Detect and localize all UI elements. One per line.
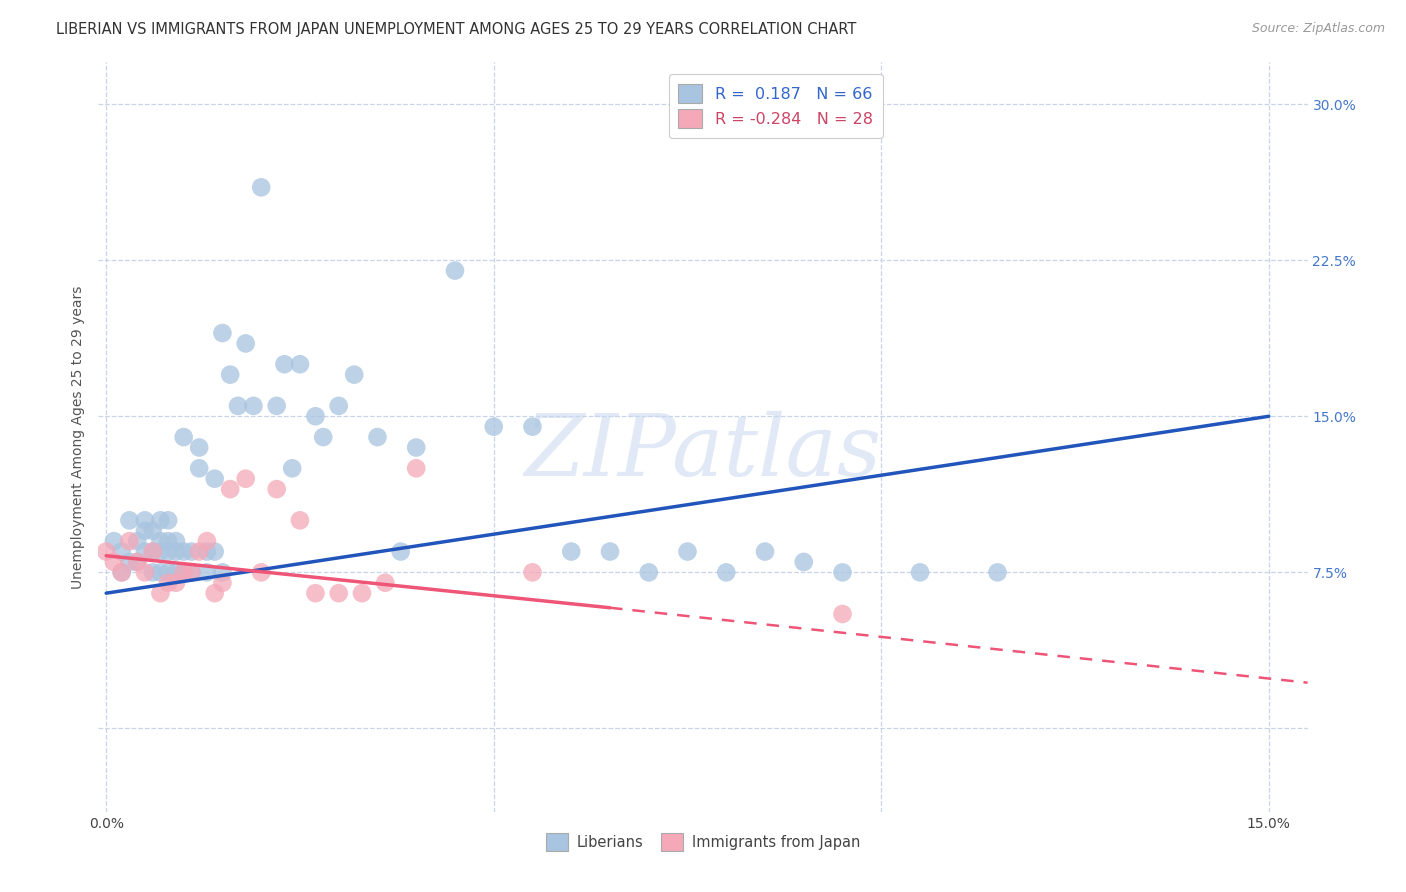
Point	[405, 461, 427, 475]
Point	[188, 441, 211, 455]
Point	[149, 566, 172, 580]
Point	[204, 586, 226, 600]
Point	[986, 566, 1008, 580]
Point	[149, 544, 172, 558]
Point	[127, 555, 149, 569]
Point	[173, 544, 195, 558]
Point	[96, 544, 118, 558]
Text: ZIPatlas: ZIPatlas	[524, 410, 882, 493]
Point	[281, 461, 304, 475]
Point	[188, 461, 211, 475]
Point	[103, 534, 125, 549]
Point	[522, 566, 544, 580]
Point	[157, 534, 180, 549]
Point	[173, 566, 195, 580]
Point	[444, 263, 467, 277]
Point	[103, 555, 125, 569]
Point	[118, 513, 141, 527]
Point	[118, 555, 141, 569]
Point	[195, 534, 218, 549]
Point	[304, 409, 326, 424]
Point	[831, 566, 853, 580]
Point	[165, 575, 187, 590]
Point	[273, 357, 295, 371]
Point	[142, 544, 165, 558]
Point	[304, 586, 326, 600]
Point	[134, 544, 156, 558]
Point	[250, 180, 273, 194]
Point	[366, 430, 388, 444]
Point	[328, 399, 350, 413]
Point	[288, 513, 311, 527]
Point	[195, 544, 218, 558]
Point	[157, 575, 180, 590]
Point	[111, 566, 134, 580]
Point	[157, 513, 180, 527]
Point	[908, 566, 931, 580]
Point	[157, 544, 180, 558]
Point	[235, 472, 257, 486]
Point	[149, 586, 172, 600]
Point	[250, 566, 273, 580]
Y-axis label: Unemployment Among Ages 25 to 29 years: Unemployment Among Ages 25 to 29 years	[72, 285, 86, 589]
Point	[343, 368, 366, 382]
Point	[676, 544, 699, 558]
Point	[165, 566, 187, 580]
Point	[111, 544, 134, 558]
Point	[157, 566, 180, 580]
Point	[350, 586, 373, 600]
Point	[134, 566, 156, 580]
Point	[374, 575, 396, 590]
Point	[242, 399, 264, 413]
Point	[180, 544, 202, 558]
Point	[211, 575, 233, 590]
Point	[118, 534, 141, 549]
Point	[211, 326, 233, 340]
Point	[204, 544, 226, 558]
Point	[266, 482, 288, 496]
Legend: Liberians, Immigrants from Japan: Liberians, Immigrants from Japan	[540, 828, 866, 857]
Point	[226, 399, 249, 413]
Point	[127, 534, 149, 549]
Point	[149, 534, 172, 549]
Point	[111, 566, 134, 580]
Point	[165, 544, 187, 558]
Point	[831, 607, 853, 621]
Point	[180, 566, 202, 580]
Point	[173, 430, 195, 444]
Point	[389, 544, 412, 558]
Point	[754, 544, 776, 558]
Point	[142, 566, 165, 580]
Point	[560, 544, 582, 558]
Point	[219, 368, 242, 382]
Point	[312, 430, 335, 444]
Point	[134, 513, 156, 527]
Point	[637, 566, 659, 580]
Point	[219, 482, 242, 496]
Point	[173, 566, 195, 580]
Point	[195, 566, 218, 580]
Text: Source: ZipAtlas.com: Source: ZipAtlas.com	[1251, 22, 1385, 36]
Point	[405, 441, 427, 455]
Point	[188, 544, 211, 558]
Point	[235, 336, 257, 351]
Point	[142, 544, 165, 558]
Point	[522, 419, 544, 434]
Point	[142, 524, 165, 538]
Text: LIBERIAN VS IMMIGRANTS FROM JAPAN UNEMPLOYMENT AMONG AGES 25 TO 29 YEARS CORRELA: LIBERIAN VS IMMIGRANTS FROM JAPAN UNEMPL…	[56, 22, 856, 37]
Point	[266, 399, 288, 413]
Point	[482, 419, 505, 434]
Point	[328, 586, 350, 600]
Point	[793, 555, 815, 569]
Point	[211, 566, 233, 580]
Point	[134, 524, 156, 538]
Point	[288, 357, 311, 371]
Point	[599, 544, 621, 558]
Point	[716, 566, 738, 580]
Point	[149, 513, 172, 527]
Point	[180, 566, 202, 580]
Point	[127, 555, 149, 569]
Point	[165, 534, 187, 549]
Point	[204, 472, 226, 486]
